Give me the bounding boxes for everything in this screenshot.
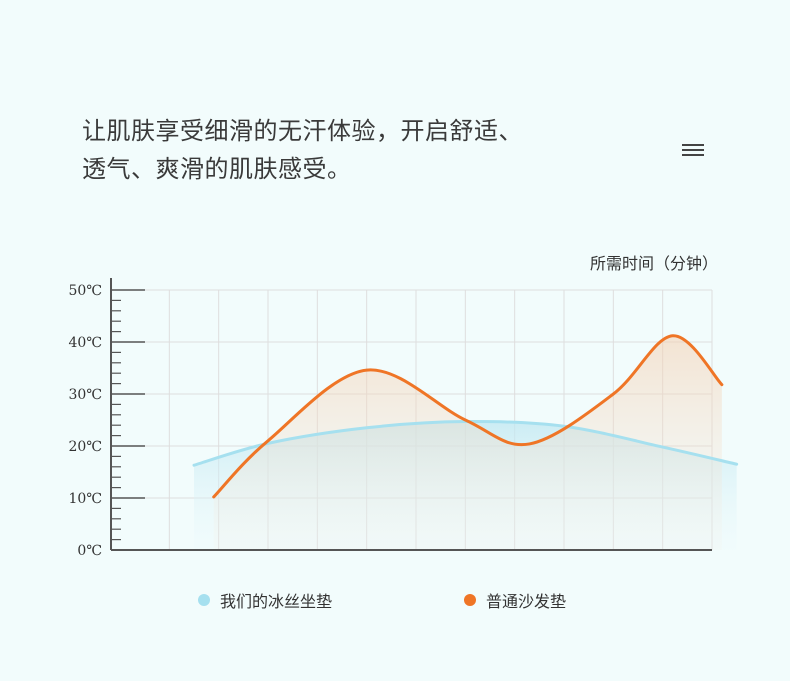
y-tick-label: 50℃ [69, 283, 102, 299]
menu-bar [682, 154, 704, 156]
y-tick-label: 0℃ [77, 543, 102, 559]
series-area-sofa [213, 335, 722, 550]
legend-item-sofa: 普通沙发垫 [464, 588, 566, 612]
x-axis-unit-label: 所需时间（分钟） [589, 254, 718, 273]
legend-dot-icon [198, 594, 210, 606]
area-layer [194, 335, 737, 550]
legend-item-ice-silk: 我们的冰丝坐垫 [198, 588, 332, 612]
y-tick-label: 10℃ [69, 491, 102, 507]
hamburger-menu-icon[interactable] [682, 144, 704, 158]
y-tick-label: 30℃ [69, 387, 102, 403]
menu-bar [682, 144, 704, 146]
y-tick-label: 20℃ [69, 439, 102, 455]
y-tick-label: 40℃ [69, 335, 102, 351]
line-layer [192, 334, 739, 499]
legend-label: 普通沙发垫 [486, 592, 567, 611]
legend-label: 我们的冰丝坐垫 [220, 592, 333, 611]
label-layer: 0℃ 10℃ 20℃ 30℃ 40℃ 50℃ [69, 283, 102, 559]
series-line-sofa [212, 334, 724, 499]
headline: 让肌肤享受细滑的无汗体验，开启舒适、 透气、爽滑的肌肤感受。 [82, 112, 523, 188]
headline-line-2: 透气、爽滑的肌肤感受。 [82, 155, 352, 183]
legend-dot-icon [464, 594, 476, 606]
menu-bar [682, 149, 704, 151]
headline-line-1: 让肌肤享受细滑的无汗体验，开启舒适、 [82, 117, 523, 145]
axis-layer [110, 278, 712, 551]
